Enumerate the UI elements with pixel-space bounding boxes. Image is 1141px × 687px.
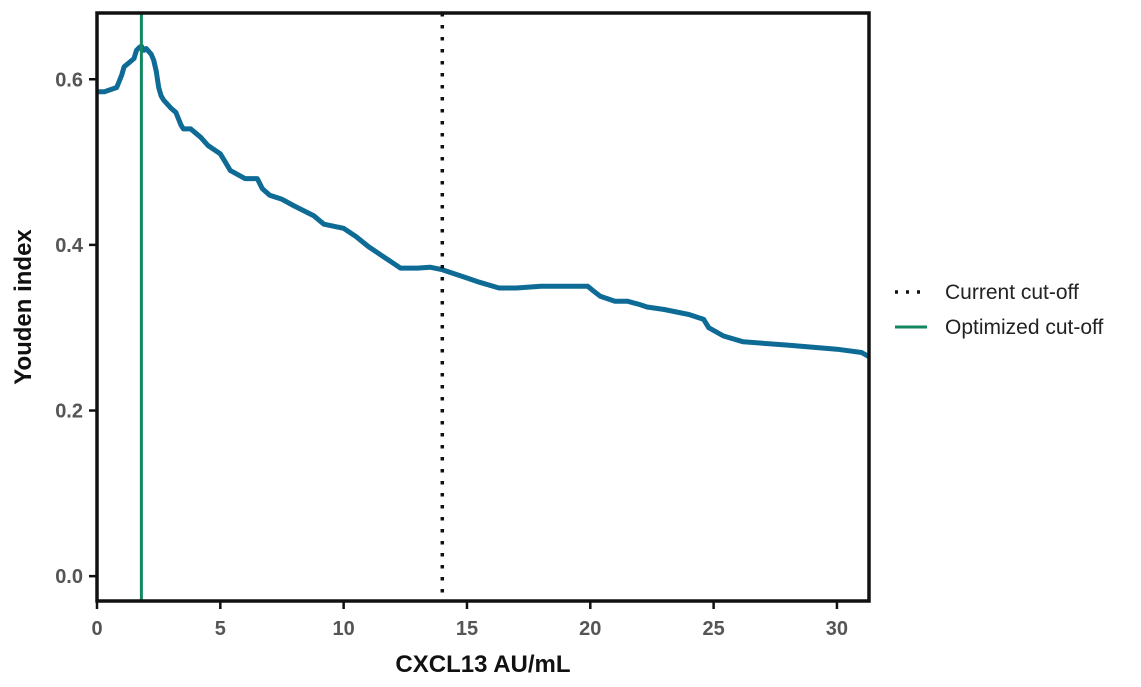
x-tick-label: 10	[333, 618, 355, 640]
legend-label: Optimized cut-off	[945, 316, 1104, 339]
y-tick-label: 0.2	[55, 401, 83, 423]
y-axis-label: Youden index	[10, 229, 37, 385]
y-tick-label: 0.0	[55, 566, 83, 588]
x-axis-label: CXCL13 AU/mL	[395, 651, 570, 678]
youden-series-line	[97, 43, 869, 360]
x-tick-label: 30	[826, 618, 848, 640]
y-tick-label: 0.4	[55, 235, 84, 257]
y-tick-label: 0.6	[55, 69, 83, 91]
x-tick-label: 5	[215, 618, 226, 640]
axis-ticks: 0 5 10 15 20 25 30 0.0 0.2 0.4 0.6	[55, 69, 848, 640]
plot-frame	[95, 11, 871, 603]
x-tick-label: 0	[91, 618, 102, 640]
plot-marks	[97, 13, 869, 601]
legend-label: Current cut-off	[945, 281, 1079, 304]
x-tick-label: 20	[579, 618, 601, 640]
x-tick-label: 25	[702, 618, 724, 640]
plot-area	[97, 13, 869, 601]
legend: Current cut-off Optimized cut-off	[895, 281, 1104, 339]
x-tick-label: 15	[456, 618, 478, 640]
